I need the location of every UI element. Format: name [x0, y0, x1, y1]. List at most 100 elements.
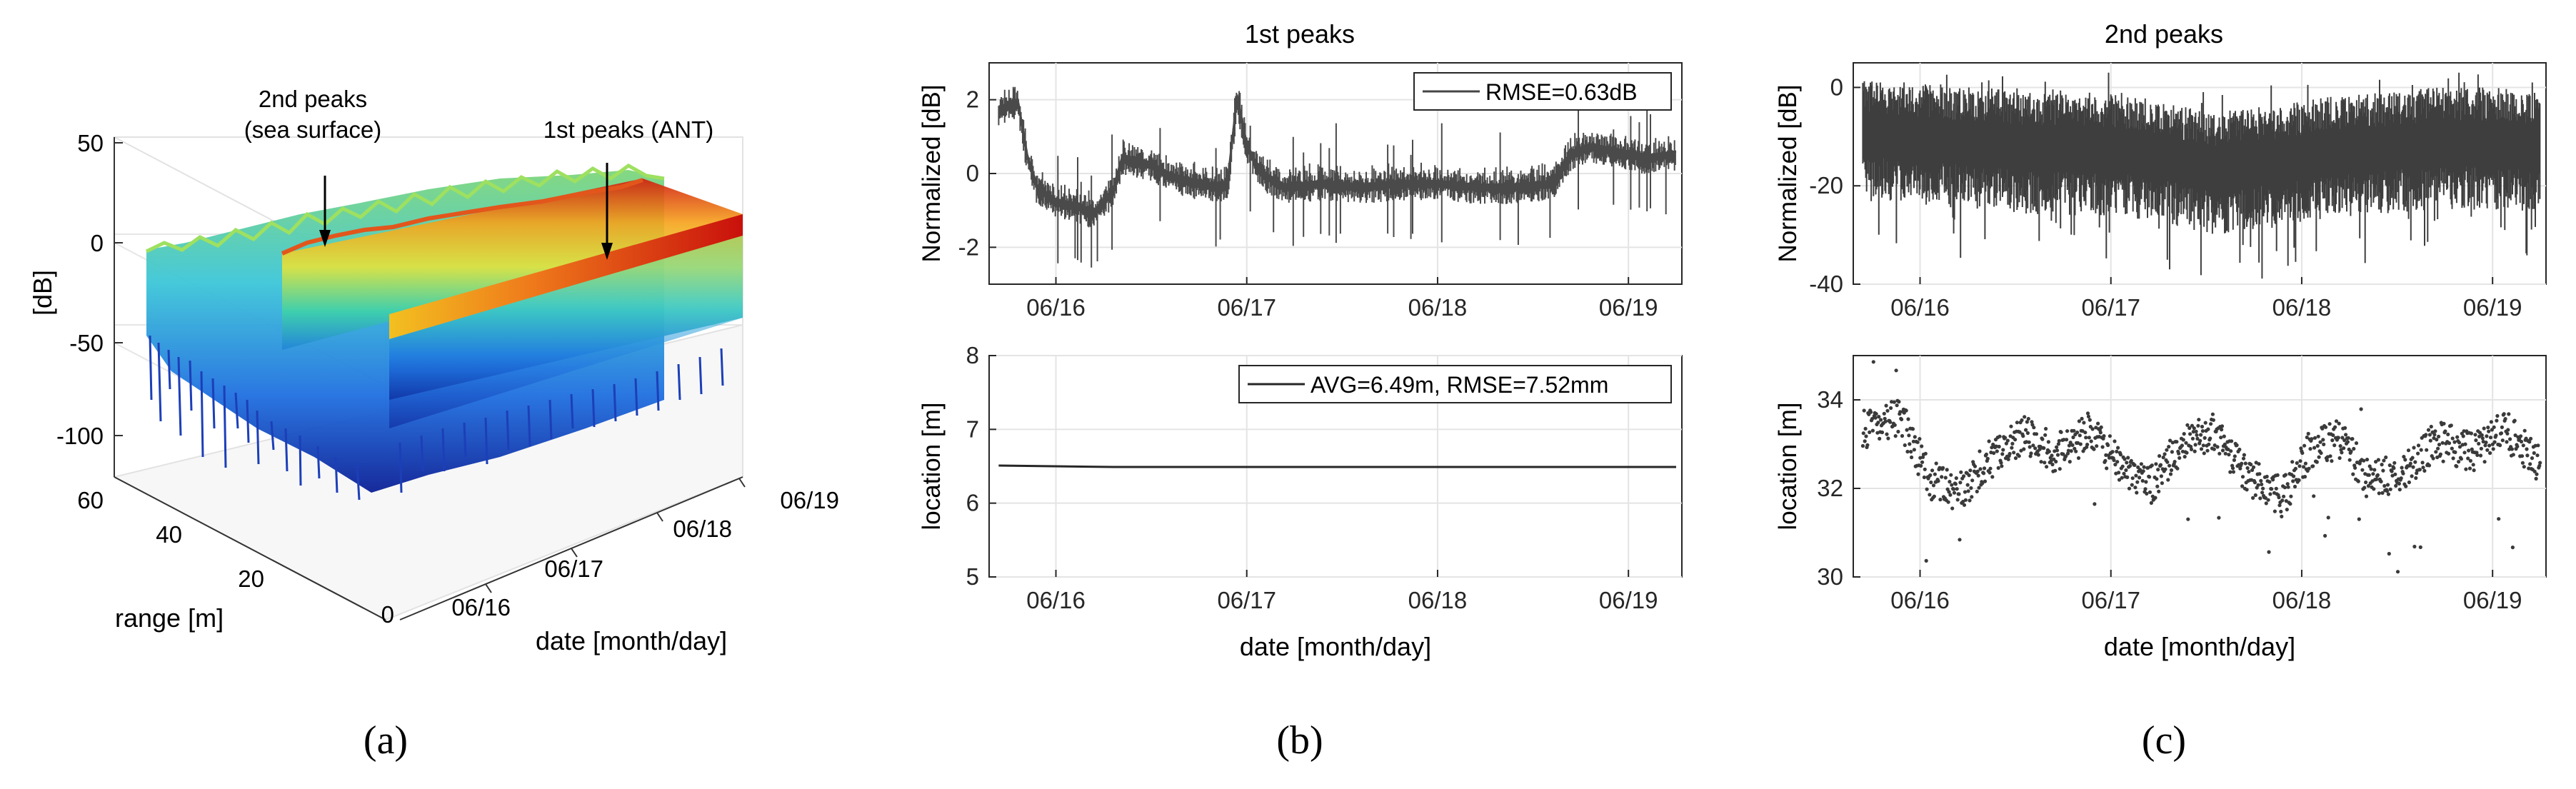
- c-scatter-point: [2450, 436, 2455, 441]
- c-scatter-point: [2115, 449, 2119, 454]
- a-range-tick-label: 60: [77, 487, 104, 513]
- c-bot-x-tick-label: 06/18: [2272, 587, 2332, 613]
- c-scatter-point: [2021, 434, 2025, 438]
- c-scatter-point: [2261, 486, 2265, 491]
- c-scatter-point: [2154, 462, 2158, 466]
- c-scatter-point: [2078, 442, 2083, 446]
- c-scatter-point: [2030, 420, 2034, 424]
- c-scatter-point: [2506, 428, 2510, 432]
- c-scatter-point: [2485, 448, 2490, 452]
- c-scatter-point: [2464, 467, 2468, 471]
- c-scatter-point: [2427, 463, 2432, 468]
- c-scatter-point: [2158, 463, 2163, 467]
- c-scatter-point: [1983, 466, 1987, 471]
- c-scatter-point: [2466, 456, 2470, 461]
- c-scatter-point: [2300, 451, 2305, 456]
- c-scatter-point: [1948, 493, 1953, 497]
- a-caption: (a): [364, 718, 408, 763]
- c-scatter-point: [2338, 444, 2342, 448]
- c-scatter-point: [2488, 451, 2492, 456]
- c-scatter-point: [2103, 458, 2108, 463]
- c-scatter-point: [2485, 434, 2489, 438]
- c-scatter-point: [2165, 448, 2169, 452]
- b-bot-y-tick-label: 5: [966, 563, 979, 590]
- c-scatter-point: [2145, 491, 2149, 496]
- c-scatter-point: [2397, 481, 2401, 486]
- c-scatter-point: [1998, 434, 2002, 438]
- b-x-axis-label: date [month/day]: [1240, 632, 1431, 661]
- c-scatter-point: [2416, 451, 2420, 456]
- c-scatter-point: [1988, 466, 1993, 471]
- c-scatter-point: [1987, 439, 1991, 443]
- c-scatter-point: [2392, 461, 2397, 465]
- c-scatter-point: [2251, 496, 2255, 501]
- c-scatter-point: [2045, 465, 2049, 469]
- c-scatter-point: [2055, 448, 2060, 453]
- c-scatter-point: [2072, 428, 2076, 433]
- c-scatter-point: [2333, 425, 2337, 429]
- c-scatter-point: [1946, 500, 1950, 504]
- c-scatter-point: [2003, 436, 2008, 440]
- c-scatter-point: [2153, 496, 2157, 500]
- c-scatter-point: [2070, 443, 2075, 448]
- c-scatter-point: [2457, 445, 2462, 449]
- a-date-axis-label: date [month/day]: [536, 626, 727, 655]
- c-scatter-point: [2334, 419, 2339, 423]
- c-scatter-point: [2112, 458, 2116, 463]
- a-range-axis-label: range [m]: [115, 603, 224, 633]
- c-scatter-point: [2140, 478, 2145, 483]
- c-scatter-point: [1912, 448, 1916, 452]
- c-scatter-point: [1883, 416, 1887, 421]
- c-scatter-point: [1985, 456, 1990, 461]
- c-scatter-point: [1970, 495, 1974, 499]
- c-scatter-point: [1933, 472, 1937, 476]
- c-scatter-point: [2025, 420, 2029, 424]
- c-scatter-point: [2168, 472, 2173, 476]
- c-scatter-point: [2534, 476, 2538, 481]
- c-scatter-point: [2187, 426, 2192, 431]
- c-scatter-point: [2319, 451, 2323, 456]
- c-scatter-point: [2260, 482, 2264, 487]
- c-scatter-point: [1863, 439, 1867, 443]
- c-scatter-point: [2459, 457, 2463, 461]
- c-scatter-point: [2272, 509, 2277, 513]
- c-scatter-point: [2412, 446, 2416, 450]
- c-scatter-point: [2247, 470, 2251, 474]
- c-scatter-point: [2475, 453, 2480, 458]
- b-bottom-legend-label: AVG=6.49m, RMSE=7.52mm: [1310, 372, 1608, 398]
- c-scatter-point: [2288, 502, 2292, 506]
- c-scatter-point: [2156, 468, 2160, 472]
- c-scatter-point: [1940, 475, 1944, 479]
- c-scatter-point: [2282, 486, 2287, 490]
- c-caption: (c): [2142, 718, 2186, 763]
- c-scatter-point: [1973, 464, 1978, 468]
- c-scatter-point: [1976, 473, 1980, 478]
- c-scatter-point: [1947, 490, 1951, 494]
- c-scatter-point: [2019, 448, 2023, 453]
- c-scatter-point: [2189, 447, 2194, 452]
- c-scatter-point: [2050, 453, 2054, 458]
- b-top-y-tick-label: 0: [966, 160, 979, 186]
- c-scatter-point: [2009, 424, 2013, 428]
- c-scatter-point: [2480, 436, 2485, 441]
- c-scatter-point: [2386, 492, 2390, 496]
- c-scatter-point: [2452, 440, 2457, 444]
- c-scatter-point: [2078, 433, 2082, 438]
- c-scatter-point: [2053, 468, 2058, 473]
- c-scatter-point: [2098, 431, 2103, 435]
- c-scatter-point: [2494, 433, 2498, 438]
- c-scatter-point: [2345, 440, 2350, 444]
- c-scatter-point: [2488, 436, 2493, 440]
- c-scatter-point: [2310, 437, 2314, 441]
- c-scatter-point: [2017, 454, 2021, 458]
- c-scatter-point: [2265, 474, 2269, 479]
- c-scatter-point: [1909, 450, 1913, 454]
- c-scatter-point: [2251, 465, 2256, 470]
- c-scatter-point: [2257, 462, 2261, 466]
- c-scatter-point: [2500, 425, 2504, 430]
- c-scatter-point: [2059, 430, 2063, 434]
- c-scatter-point: [2096, 421, 2100, 426]
- a-z-tick-label: -50: [69, 330, 104, 356]
- c-scatter-point: [2006, 457, 2010, 461]
- b-top-noise-band: [998, 86, 1676, 268]
